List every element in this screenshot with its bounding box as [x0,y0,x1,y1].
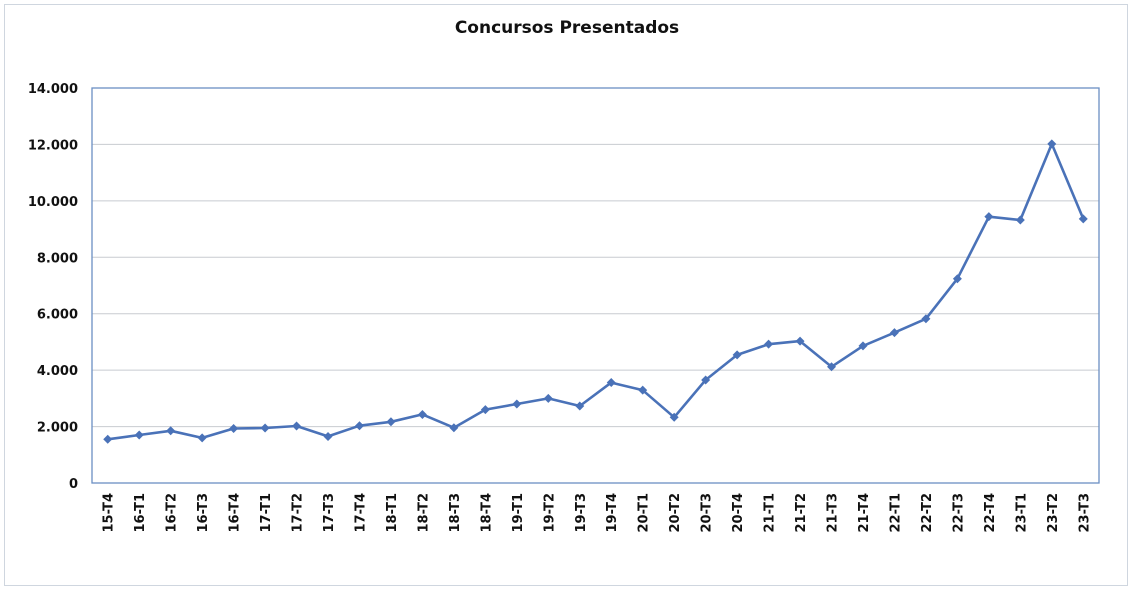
x-tick-label: 16-T1 [133,493,148,533]
x-tick-label: 22-T1 [888,493,903,533]
data-point-marker [134,430,144,440]
data-point-marker [229,424,239,434]
y-tick-label: 12.000 [28,138,78,153]
grid-lines [92,143,1099,428]
y-tick-label: 14.000 [28,82,78,97]
plot-area-border [91,87,1100,484]
x-tick-label: 20-T1 [637,493,652,533]
data-point-marker [669,412,679,422]
data-point-marker [921,314,931,324]
data-point-marker [1078,214,1088,224]
x-tick-label: 19-T1 [511,493,526,533]
x-tick-label: 23-T3 [1077,493,1092,533]
x-tick-label: 17-T2 [291,493,306,533]
y-axis-ticks: 0 2.000 4.000 6.000 8.000 10.000 12.000 14.000 [28,82,78,492]
data-point-marker [354,421,364,431]
data-point-marker [449,423,459,433]
x-tick-label: 20-T3 [700,493,715,533]
series-line [107,142,1085,441]
data-point-marker [701,375,711,385]
x-tick-label: 18-T1 [385,493,400,533]
x-tick-label: 18-T3 [448,493,463,533]
data-point-marker [103,434,113,444]
x-tick-label: 22-T4 [983,493,998,533]
data-point-marker [417,409,427,419]
data-point-marker [386,417,396,427]
data-point-marker [543,393,553,403]
x-tick-label: 18-T2 [416,493,431,533]
data-point-marker [858,341,868,351]
x-tick-label: 19-T3 [574,493,589,533]
x-tick-label: 19-T4 [605,493,620,533]
data-point-marker [732,350,742,360]
x-tick-label: 15-T4 [102,493,117,533]
y-tick-label: 8.000 [37,251,78,266]
x-tick-label: 16-T4 [228,493,243,533]
data-point-marker [1047,139,1057,149]
x-tick-label: 16-T3 [196,493,211,533]
chart-title: Concursos Presentados [454,18,680,38]
x-tick-label: 21-T1 [763,493,778,533]
y-tick-label: 4.000 [37,364,78,379]
x-tick-label: 19-T2 [542,493,557,533]
data-point-marker [827,362,837,372]
data-point-marker [606,378,616,388]
x-tick-label: 22-T3 [951,493,966,533]
data-point-marker [952,274,962,284]
x-tick-label: 18-T4 [479,493,494,533]
x-tick-label: 23-T1 [1014,493,1029,533]
x-tick-label: 17-T4 [353,493,368,533]
data-point-marker [764,339,774,349]
x-tick-label: 16-T2 [165,493,180,533]
data-point-marker [575,401,585,411]
data-point-marker [512,399,522,409]
data-point-marker [1015,215,1025,225]
y-tick-label: 2.000 [37,421,78,436]
data-point-marker [889,328,899,338]
x-tick-label: 21-T4 [857,493,872,533]
data-point-marker [638,385,648,395]
x-tick-label: 17-T1 [259,493,274,533]
data-point-marker [292,421,302,431]
chart-frame [4,4,1128,586]
x-tick-label: 20-T4 [731,493,746,533]
data-point-marker [795,336,805,346]
data-point-marker [197,433,207,443]
x-axis-ticks: 15-T4 16-T1 16-T2 16-T3 16-T4 17-T1 17-T2 17-T3… [102,493,1093,533]
x-tick-label: 22-T2 [920,493,935,533]
x-tick-label: 17-T3 [322,493,337,533]
data-point-marker [984,212,994,222]
y-tick-label: 0 [69,477,78,492]
x-tick-label: 20-T2 [668,493,683,533]
y-tick-label: 10.000 [28,195,78,210]
x-tick-label: 21-T2 [794,493,809,533]
data-point-marker [260,423,270,433]
data-points [103,139,1088,444]
y-tick-label: 6.000 [37,308,78,323]
x-tick-label: 23-T2 [1046,493,1061,533]
data-point-marker [323,431,333,441]
data-point-marker [480,405,490,415]
x-tick-label: 21-T3 [826,493,841,533]
data-point-marker [166,426,176,436]
